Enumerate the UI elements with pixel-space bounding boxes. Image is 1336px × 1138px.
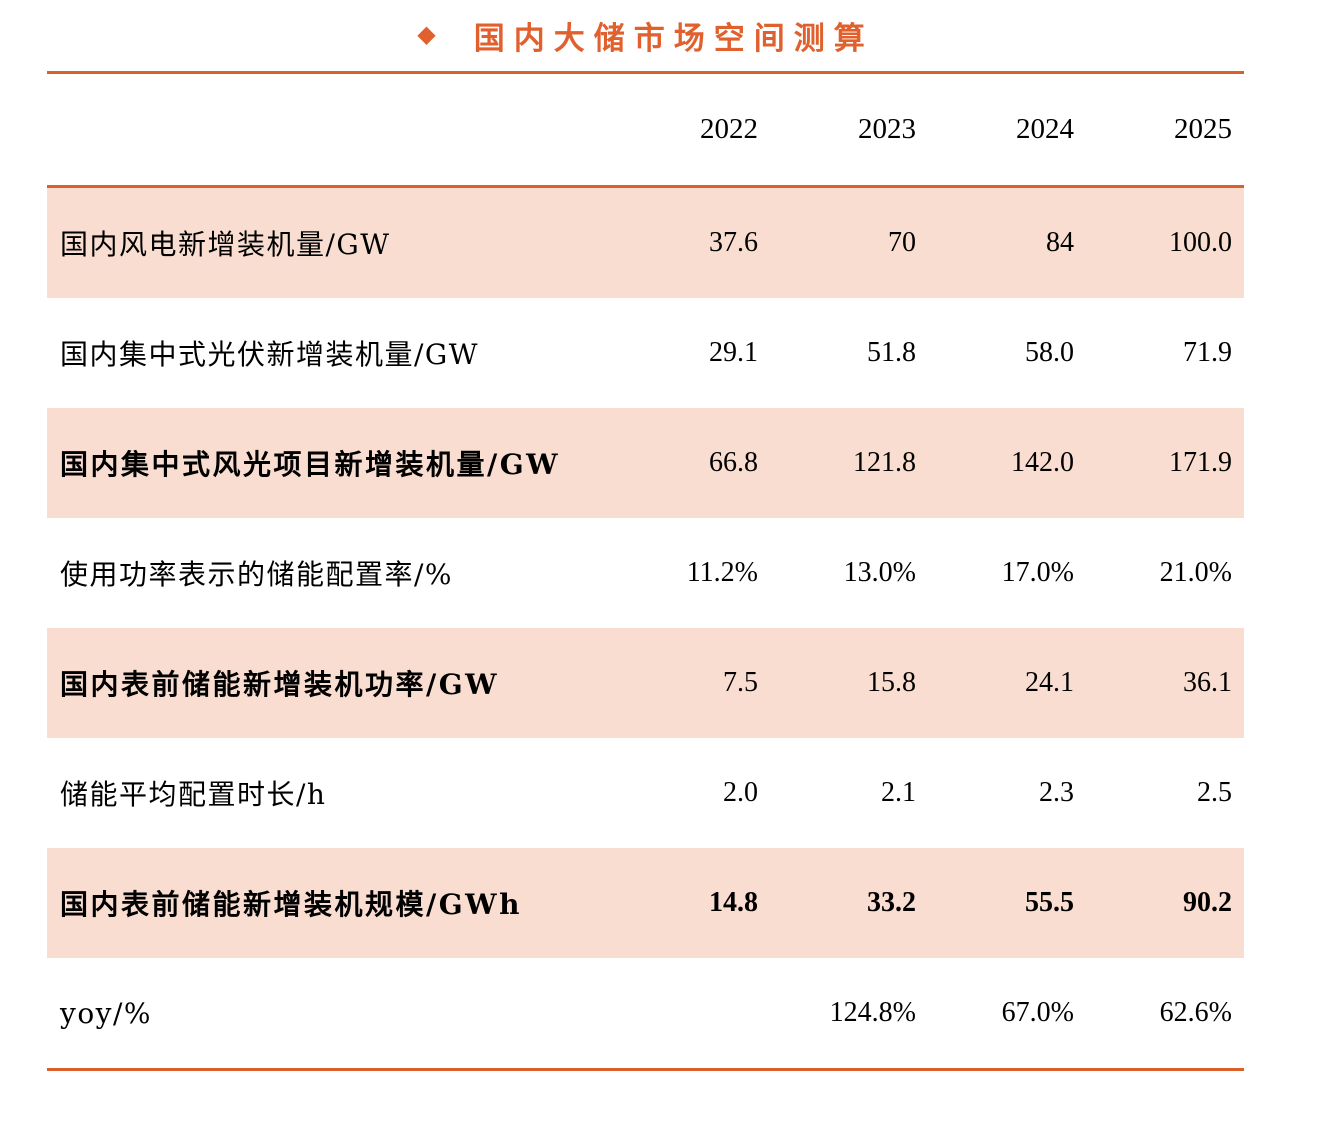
cell-value: 2.3	[1039, 777, 1074, 808]
cell-value: 121.8	[853, 447, 916, 478]
cell-value: 2.5	[1197, 777, 1232, 808]
row-label: 国内集中式风光项目新增装机量/GW	[60, 448, 561, 481]
cell-value: 29.1	[709, 337, 758, 368]
column-header-2025: 2025	[1174, 113, 1232, 145]
cell-value: 84	[1046, 227, 1074, 258]
cell-value: 51.8	[867, 337, 916, 368]
table-row: 国内表前储能新增装机功率/GW 7.5 15.8 24.1 36.1	[47, 628, 1244, 738]
diamond-bullet-icon: ◆	[417, 19, 436, 48]
cell-value: 33.2	[867, 887, 916, 918]
table-row: 国内风电新增装机量/GW 37.6 70 84 100.0	[47, 188, 1244, 298]
cell-value: 55.5	[1025, 887, 1074, 918]
cell-value: 124.8%	[829, 997, 916, 1028]
cell-value: 2.0	[723, 777, 758, 808]
table-title-text: 国内大储市场空间测算	[473, 21, 874, 57]
cell-value: 171.9	[1169, 447, 1232, 478]
header-divider-rule	[47, 185, 1244, 188]
table-row: yoy/% 124.8% 67.0% 62.6%	[47, 958, 1244, 1068]
table-title: ◆ 国内大储市场空间测算	[47, 0, 1244, 71]
column-header-2024: 2024	[1016, 113, 1074, 145]
table-row: 国内集中式风光项目新增装机量/GW 66.8 121.8 142.0 171.9	[47, 408, 1244, 518]
cell-value: 62.6%	[1159, 997, 1232, 1028]
cell-value: 36.1	[1183, 667, 1232, 698]
table-row: 使用功率表示的储能配置率/% 11.2% 13.0% 17.0% 21.0%	[47, 518, 1244, 628]
cell-value: 15.8	[867, 667, 916, 698]
cell-value: 14.8	[709, 887, 758, 918]
cell-value: 17.0%	[1001, 557, 1074, 588]
cell-value: 100.0	[1169, 227, 1232, 258]
cell-value: 58.0	[1025, 337, 1074, 368]
cell-value: 2.1	[881, 777, 916, 808]
cell-value: 13.0%	[843, 557, 916, 588]
cell-value: 11.2%	[686, 557, 758, 588]
cell-value: 21.0%	[1159, 557, 1232, 588]
table-header-row: 2022 2023 2024 2025	[47, 74, 1244, 185]
cell-value: 90.2	[1183, 887, 1232, 918]
row-label: 国内集中式光伏新增装机量/GW	[60, 338, 480, 371]
row-label: 国内表前储能新增装机规模/GWh	[60, 888, 522, 921]
data-table: 2022 2023 2024 2025 国内风电新增装机量/GW 37.6 70…	[47, 71, 1244, 1071]
column-header-2023: 2023	[858, 113, 916, 145]
cell-value: 7.5	[723, 667, 758, 698]
table-bottom-rule	[47, 1068, 1244, 1071]
cell-value: 142.0	[1011, 447, 1074, 478]
cell-value: 70	[888, 227, 916, 258]
row-label: 国内风电新增装机量/GW	[60, 228, 391, 261]
row-label: 储能平均配置时长/h	[60, 778, 327, 811]
table-row: 储能平均配置时长/h 2.0 2.1 2.3 2.5	[47, 738, 1244, 848]
row-label: yoy/%	[60, 996, 153, 1030]
row-label: 使用功率表示的储能配置率/%	[60, 558, 454, 591]
cell-value: 37.6	[709, 227, 758, 258]
row-label: 国内表前储能新增装机功率/GW	[60, 668, 500, 701]
cell-value: 24.1	[1025, 667, 1074, 698]
table-row: 国内表前储能新增装机规模/GWh 14.8 33.2 55.5 90.2	[47, 848, 1244, 958]
table-row: 国内集中式光伏新增装机量/GW 29.1 51.8 58.0 71.9	[47, 298, 1244, 408]
cell-value: 71.9	[1183, 337, 1232, 368]
column-header-2022: 2022	[700, 113, 758, 145]
cell-value: 66.8	[709, 447, 758, 478]
cell-value: 67.0%	[1001, 997, 1074, 1028]
